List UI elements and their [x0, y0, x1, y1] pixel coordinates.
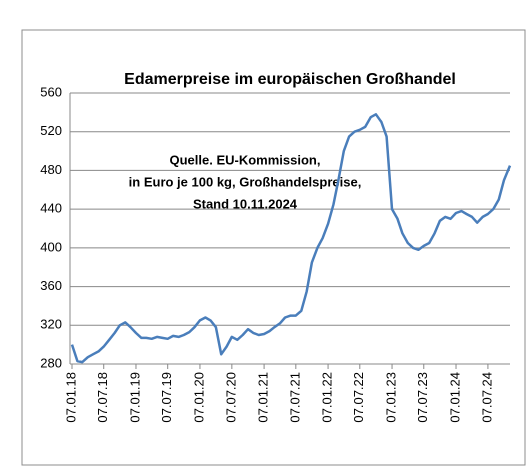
y-tick-label: 560 — [40, 84, 62, 99]
y-tick-label: 440 — [40, 201, 62, 216]
x-tick-label: 07.07.20 — [223, 372, 238, 423]
annotation: Stand 10.11.2024 — [193, 196, 298, 211]
x-tick-label: 07.01.20 — [191, 372, 206, 423]
x-tick-label: 07.07.19 — [159, 372, 174, 423]
x-tick-label: 07.07.23 — [415, 372, 430, 423]
x-tick-label: 07.01.19 — [127, 372, 142, 423]
x-tick-label: 07.07.22 — [351, 372, 366, 423]
x-tick-label: 07.01.18 — [63, 372, 78, 423]
x-tick-label: 07.07.18 — [95, 372, 110, 423]
y-tick-label: 280 — [40, 355, 62, 370]
x-tick-label: 07.01.24 — [447, 372, 462, 423]
y-tick-label: 320 — [40, 317, 62, 332]
x-tick-label: 07.01.22 — [320, 372, 335, 423]
annotation: Quelle. EU-Kommission, — [170, 152, 321, 167]
y-tick-label: 400 — [40, 239, 62, 254]
y-tick-label: 520 — [40, 123, 62, 138]
x-tick-label: 07.01.21 — [256, 372, 271, 423]
x-tick-label: 07.01.23 — [383, 372, 398, 423]
y-tick-label: 360 — [40, 278, 62, 293]
annotation: in Euro je 100 kg, Großhandelspreise, — [129, 174, 362, 189]
price-line — [70, 113, 512, 364]
x-tick-label: 07.07.21 — [287, 372, 302, 423]
y-tick-label: 480 — [40, 162, 62, 177]
x-tick-label: 07.07.24 — [479, 372, 494, 423]
chart-title: Edamerpreise im europäischen Großhandel — [124, 71, 456, 88]
